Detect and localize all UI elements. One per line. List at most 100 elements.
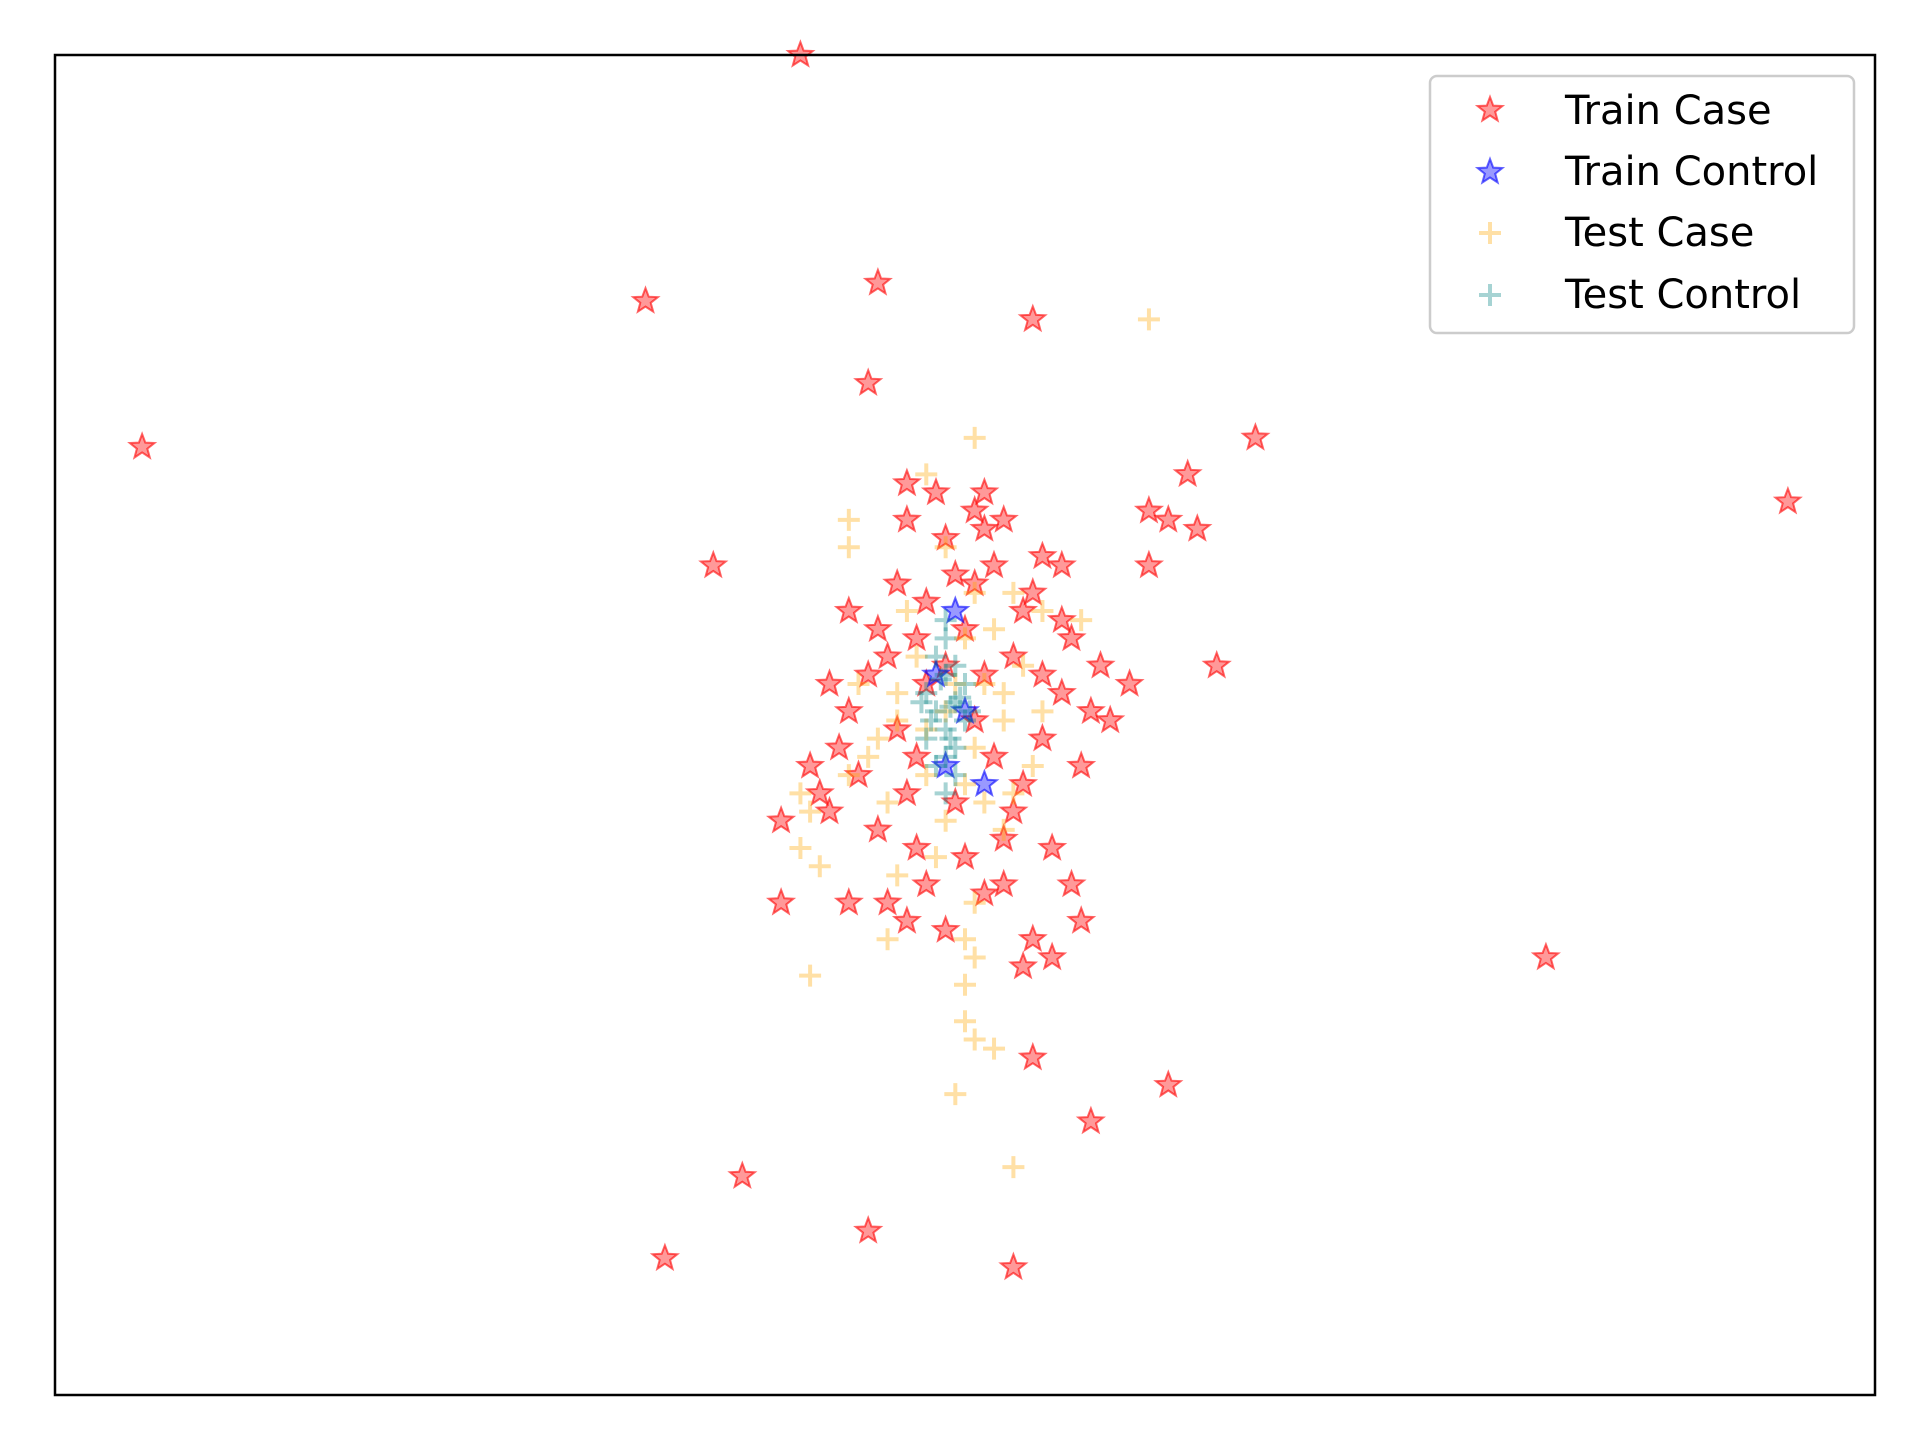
point-train-control [940, 595, 971, 624]
point-train-case [1027, 659, 1058, 688]
legend-marker-train-control [1474, 156, 1506, 185]
point-train-case [1075, 695, 1106, 725]
point-train-case [872, 640, 903, 670]
point-train-case [901, 741, 932, 770]
point-train-case [911, 868, 942, 898]
point-train-case [1240, 422, 1271, 451]
point-train-case [1153, 504, 1184, 533]
point-test-case [789, 837, 812, 860]
point-test-control [949, 686, 972, 709]
point-train-case [649, 1242, 680, 1272]
point-train-case [1056, 622, 1087, 652]
legend-marker-train-case [1474, 94, 1506, 123]
point-train-control [949, 695, 981, 725]
point-test-case [866, 727, 889, 750]
point-test-case [915, 718, 938, 741]
point-train-case [814, 795, 845, 825]
point-test-case [1031, 700, 1054, 723]
point-train-case [911, 586, 942, 615]
point-train-case [843, 759, 874, 789]
point-test-case [1012, 654, 1035, 677]
point-train-case [1017, 923, 1048, 952]
point-test-case [992, 818, 1015, 841]
point-test-case [954, 928, 976, 951]
point-test-case [944, 1083, 967, 1106]
point-test-case [1031, 600, 1054, 623]
point-test-case [847, 672, 870, 695]
legend: Train Case Train Control Test Case Test … [1428, 74, 1856, 335]
point-test-control [944, 764, 967, 787]
point-train-control [930, 750, 961, 779]
point-test-case [1002, 782, 1025, 805]
point-train-control [969, 768, 1000, 798]
point-test-case [992, 709, 1015, 732]
point-train-case [1066, 750, 1097, 779]
point-train-case [998, 795, 1029, 825]
series-test-case [789, 308, 1160, 1179]
point-test-control [920, 709, 943, 732]
point-train-case [940, 558, 971, 588]
point-train-case [901, 622, 932, 652]
point-train-case [853, 367, 884, 397]
point-test-case [963, 426, 986, 449]
point-train-case [853, 1215, 884, 1244]
data-marks [127, 39, 1803, 1281]
point-test-case [905, 645, 928, 668]
point-test-case [973, 672, 996, 695]
point-train-case [1046, 677, 1077, 706]
point-test-case [983, 1037, 1006, 1060]
point-train-case [1037, 941, 1068, 971]
point-train-case [833, 595, 864, 624]
point-test-control [944, 736, 967, 759]
point-test-case [983, 618, 1006, 641]
point-train-case [901, 832, 932, 861]
point-train-case [1066, 905, 1097, 934]
point-train-case [1114, 668, 1145, 697]
point-test-case [837, 508, 860, 531]
series-train-control [920, 595, 1000, 798]
point-test-case [992, 682, 1015, 705]
point-train-case [872, 886, 903, 916]
point-train-case [1095, 704, 1126, 734]
point-test-control [954, 672, 976, 695]
point-train-case [940, 786, 971, 816]
point-train-case [969, 513, 1000, 542]
point-test-control [944, 691, 967, 714]
point-test-case [876, 928, 899, 951]
point-test-control [939, 727, 962, 750]
point-test-case [808, 855, 831, 878]
point-test-control [944, 654, 967, 677]
point-test-case [1002, 1156, 1025, 1179]
point-train-case [1201, 649, 1232, 679]
point-train-case [1133, 549, 1165, 579]
point-test-control [954, 709, 976, 732]
point-train-case [765, 886, 797, 916]
point-test-case [799, 800, 822, 823]
point-train-case [969, 877, 1000, 907]
point-test-case [973, 791, 996, 814]
point-train-case [882, 713, 913, 743]
point-train-case [804, 777, 835, 807]
point-test-control [934, 745, 957, 768]
point-test-case [963, 581, 986, 604]
point-train-case [765, 804, 797, 834]
point-test-case [837, 536, 860, 559]
legend-label-test-case: Test Case [1564, 210, 1754, 256]
point-train-case [814, 668, 845, 697]
point-train-case [949, 841, 981, 871]
point-train-case [891, 905, 923, 934]
point-test-case [837, 764, 860, 787]
series-test-control [910, 609, 981, 805]
point-test-control [924, 645, 947, 668]
point-test-control [915, 682, 938, 705]
point-train-case [988, 504, 1019, 533]
point-test-case [1070, 609, 1093, 632]
point-train-case [1530, 941, 1561, 971]
point-train-case [891, 777, 923, 807]
point-train-case [853, 659, 884, 688]
point-train-case [988, 823, 1019, 852]
point-train-case [1027, 540, 1058, 570]
point-train-case [862, 813, 893, 843]
point-train-case [969, 659, 1000, 688]
legend-marker-test-control [1479, 284, 1501, 306]
